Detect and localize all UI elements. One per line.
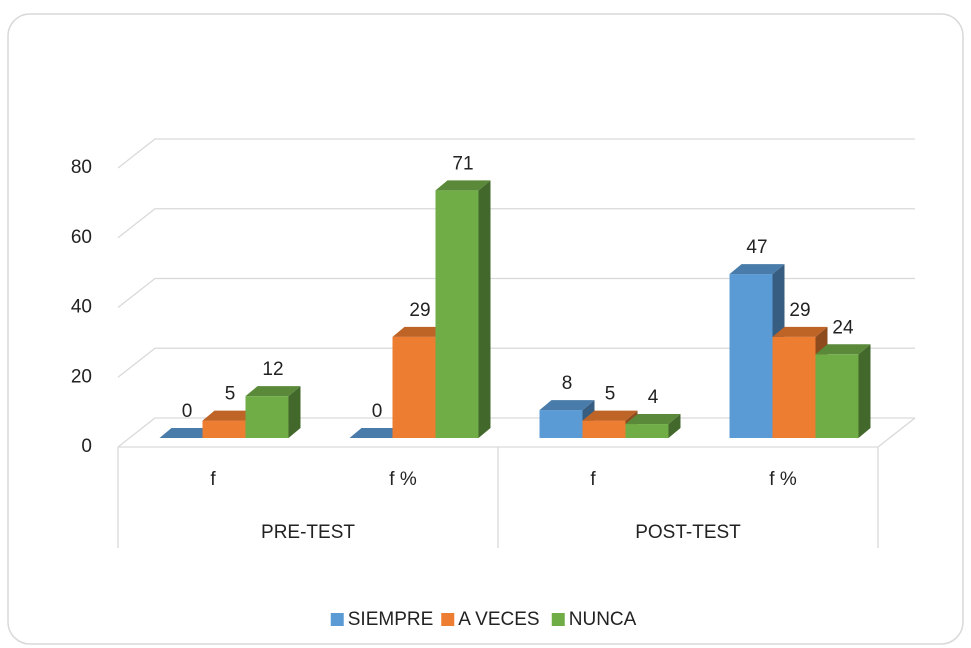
y-tick-label: 60	[71, 227, 92, 248]
y-tick-label: 40	[71, 297, 92, 318]
legend-label: SIEMPRE	[348, 609, 434, 630]
bar-top	[159, 428, 215, 438]
bar-top	[245, 386, 301, 397]
bar-top	[392, 326, 448, 337]
y-tick-label: 0	[81, 436, 92, 457]
bar-side	[668, 414, 681, 438]
bar-top	[539, 400, 595, 411]
bar	[435, 180, 491, 438]
bar-front	[245, 396, 289, 438]
bar-front	[815, 354, 859, 438]
bar-top	[435, 180, 491, 191]
x-tick-label: f	[210, 469, 216, 490]
legend-swatch	[330, 613, 344, 626]
bar-front	[772, 336, 816, 438]
bar-top	[729, 264, 785, 275]
bar-front	[582, 420, 626, 438]
data-label: 0	[182, 401, 193, 422]
legend-label: NUNCA	[569, 609, 637, 630]
data-label: 29	[789, 300, 810, 321]
x-tick-label: f	[590, 469, 596, 490]
bar-top	[815, 344, 871, 355]
bar	[815, 344, 871, 438]
data-label: 5	[225, 384, 236, 405]
bar-top	[202, 410, 258, 421]
x-tick-label: f %	[769, 469, 797, 490]
bar	[625, 414, 681, 438]
bar-top	[772, 326, 828, 337]
group-label: PRE-TEST	[261, 522, 355, 543]
data-label: 4	[648, 387, 659, 408]
data-label: 5	[605, 384, 616, 405]
x-tick-label: f %	[389, 469, 417, 490]
bar-side	[478, 180, 491, 438]
data-label: 47	[746, 237, 767, 258]
y-tick-label: 80	[71, 157, 92, 178]
bar-side	[858, 344, 871, 438]
bar	[349, 428, 405, 438]
bar-front	[202, 420, 246, 438]
bar	[539, 400, 595, 438]
data-label: 12	[262, 359, 283, 380]
bar	[245, 386, 301, 438]
data-label: 24	[832, 317, 854, 338]
bar	[159, 428, 215, 438]
bar-side	[288, 386, 301, 438]
bar-front	[392, 336, 436, 438]
bar-front	[435, 190, 479, 438]
bar-front	[729, 274, 773, 438]
data-label: 29	[409, 300, 430, 321]
grid-line	[117, 208, 915, 239]
bar-front	[625, 424, 669, 438]
bar-top	[582, 410, 638, 421]
bar-front	[539, 410, 583, 438]
bar-top	[625, 414, 681, 425]
legend-swatch	[551, 613, 565, 626]
data-label: 71	[452, 153, 473, 174]
data-label: 8	[562, 373, 573, 394]
grid-line	[117, 347, 915, 378]
legend-swatch	[441, 613, 455, 626]
legend-label: A VECES	[458, 609, 539, 630]
y-tick-label: 20	[71, 366, 92, 387]
grid-line	[117, 277, 915, 309]
bar-top	[349, 428, 405, 438]
data-label: 0	[372, 401, 383, 422]
grid-line	[117, 138, 915, 169]
group-label: POST-TEST	[635, 522, 741, 543]
